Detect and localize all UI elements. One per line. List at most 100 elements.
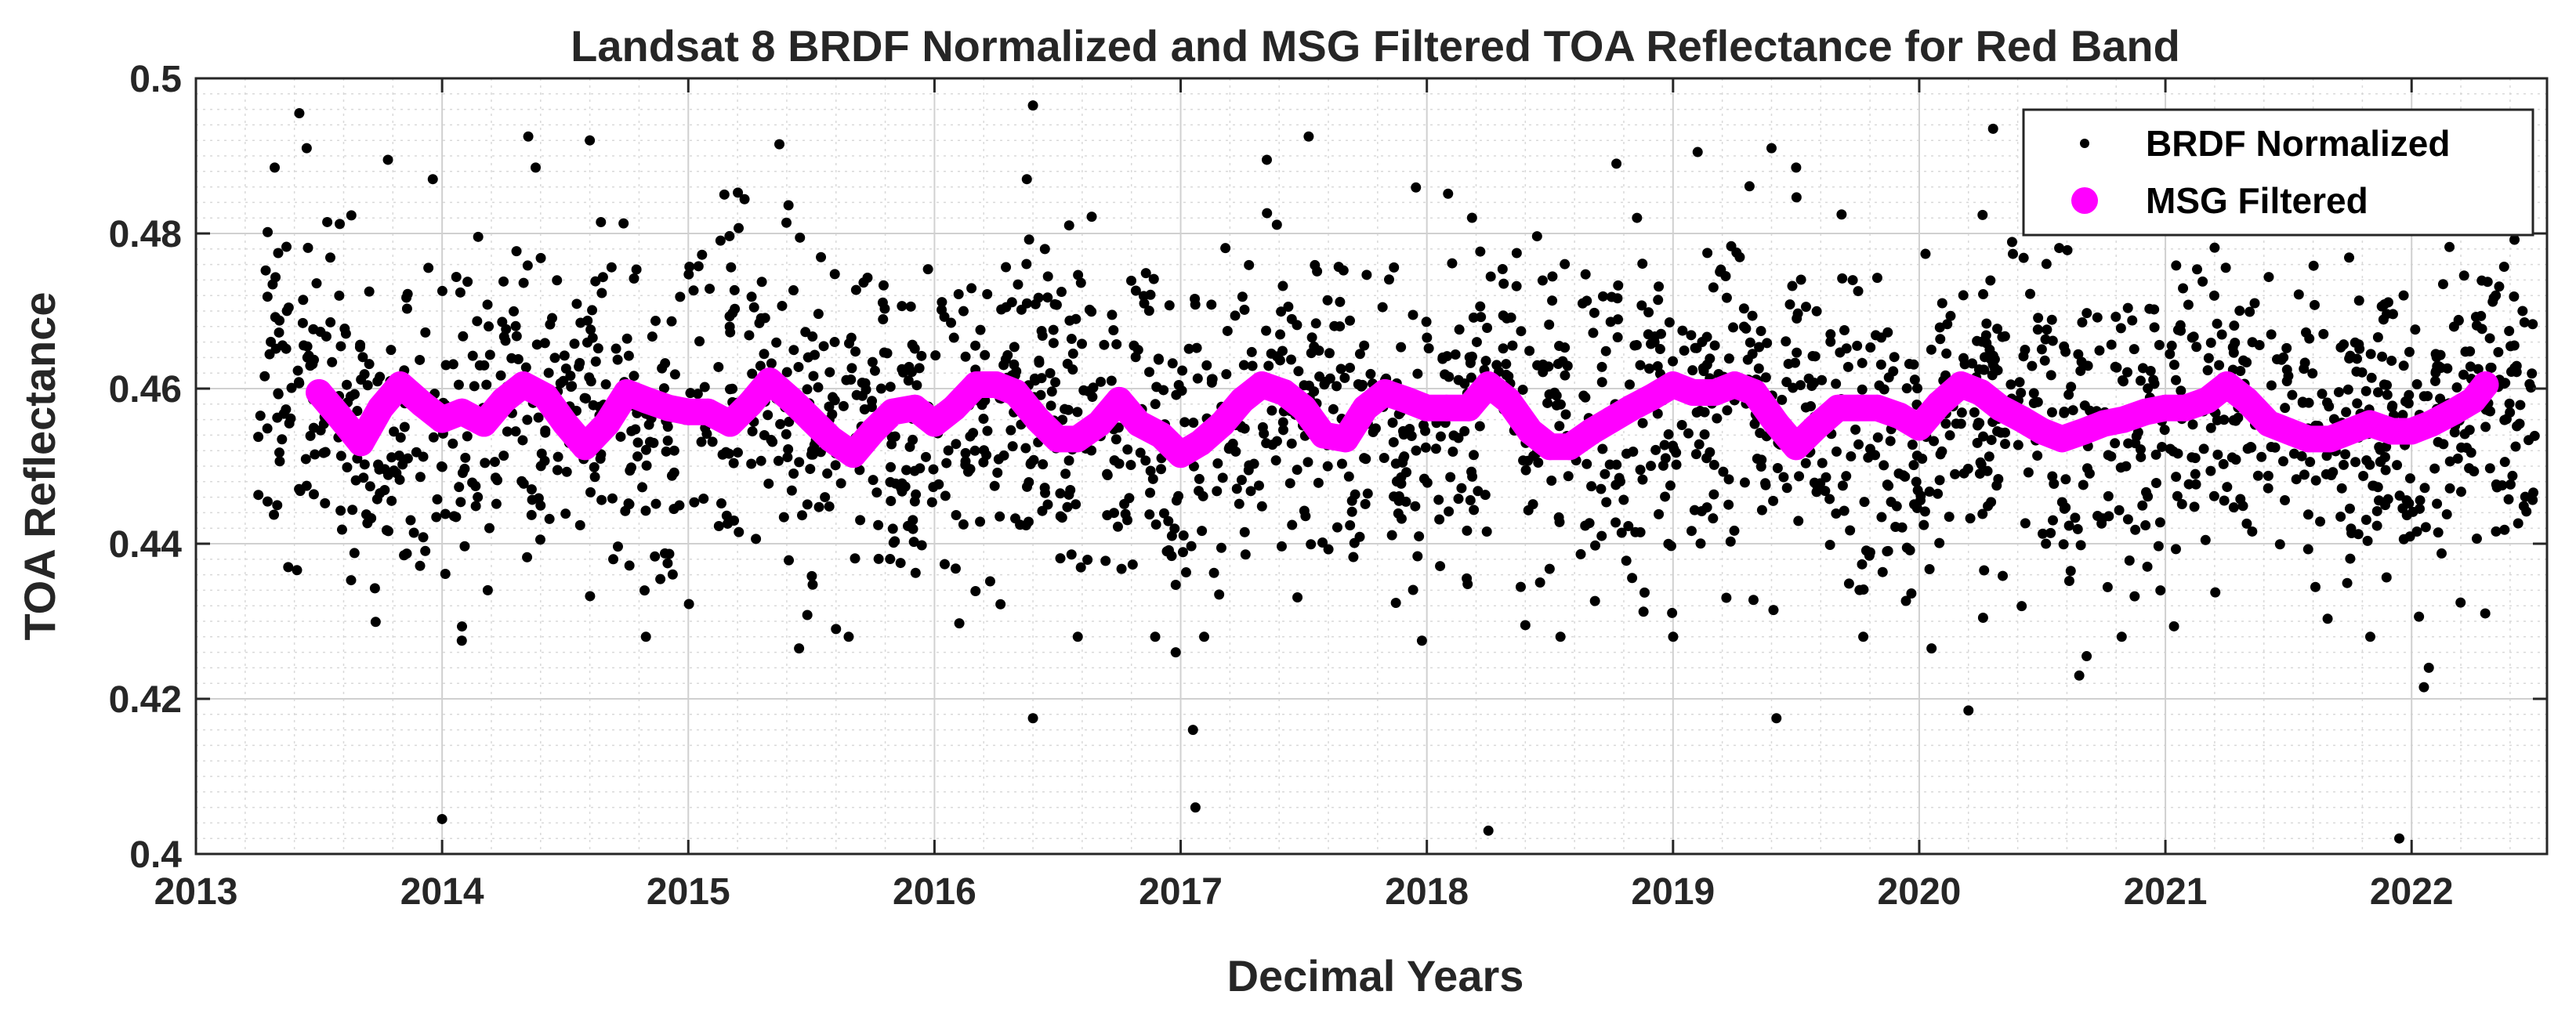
brdf-outlier-point bbox=[1190, 802, 1201, 813]
brdf-point bbox=[1601, 497, 1612, 508]
brdf-point bbox=[305, 430, 316, 441]
brdf-point bbox=[1343, 471, 1354, 482]
brdf-point bbox=[1768, 605, 1779, 616]
brdf-point bbox=[1753, 363, 1764, 374]
brdf-point bbox=[456, 621, 467, 632]
brdf-point bbox=[2452, 453, 2463, 464]
brdf-point bbox=[260, 265, 271, 276]
brdf-point bbox=[1275, 329, 1286, 340]
brdf-point bbox=[1459, 425, 1470, 436]
brdf-point bbox=[713, 361, 724, 372]
brdf-point bbox=[763, 478, 774, 489]
brdf-point bbox=[1286, 313, 1297, 324]
brdf-point bbox=[1170, 580, 1181, 591]
brdf-point bbox=[629, 273, 639, 284]
brdf-point bbox=[1335, 364, 1346, 374]
brdf-point bbox=[2351, 366, 2362, 377]
brdf-point bbox=[1792, 313, 1802, 324]
brdf-point bbox=[2471, 320, 2482, 331]
brdf-point bbox=[1515, 581, 1526, 592]
brdf-point bbox=[926, 497, 937, 508]
brdf-point bbox=[1359, 340, 1370, 351]
brdf-point bbox=[1412, 368, 1423, 379]
brdf-point bbox=[1502, 313, 1513, 324]
legend: BRDF Normalized MSG Filtered bbox=[2022, 108, 2534, 237]
brdf-point bbox=[1359, 453, 1370, 464]
brdf-point bbox=[1125, 459, 1136, 470]
x-tick-label: 2021 bbox=[2124, 871, 2208, 913]
brdf-point bbox=[2335, 511, 2346, 522]
brdf-point bbox=[1430, 443, 1441, 454]
brdf-point bbox=[1119, 498, 1130, 509]
brdf-point bbox=[1444, 506, 1455, 517]
brdf-point bbox=[1787, 280, 1798, 291]
y-tick-label: 0.42 bbox=[109, 679, 182, 721]
brdf-point bbox=[1480, 356, 1491, 367]
msg-filtered-point bbox=[2049, 425, 2076, 453]
msg-filtered-point bbox=[1864, 394, 1891, 421]
brdf-point bbox=[1623, 521, 1634, 532]
brdf-point bbox=[2511, 360, 2522, 371]
brdf-point bbox=[2172, 490, 2183, 501]
brdf-point bbox=[547, 313, 558, 324]
brdf-point bbox=[401, 303, 412, 314]
brdf-point bbox=[340, 328, 351, 339]
msg-filtered-point bbox=[552, 410, 579, 437]
brdf-point bbox=[303, 242, 313, 253]
brdf-point bbox=[1239, 304, 1250, 315]
brdf-point bbox=[903, 375, 914, 386]
brdf-point bbox=[1042, 499, 1053, 510]
brdf-point bbox=[1791, 192, 1802, 203]
brdf-point bbox=[1443, 188, 1454, 199]
brdf-point bbox=[2171, 374, 2182, 385]
brdf-point bbox=[778, 512, 789, 523]
brdf-point bbox=[1660, 453, 1671, 464]
brdf-point bbox=[1929, 436, 1940, 447]
brdf-point bbox=[694, 336, 705, 347]
msg-filtered-point bbox=[1352, 394, 1379, 421]
brdf-point bbox=[907, 339, 918, 350]
brdf-point bbox=[1397, 425, 1408, 436]
brdf-point bbox=[1876, 512, 1887, 523]
brdf-point bbox=[2460, 346, 2471, 357]
brdf-point bbox=[1560, 370, 1571, 381]
brdf-point bbox=[829, 395, 840, 406]
brdf-point bbox=[875, 383, 886, 394]
brdf-point bbox=[897, 364, 908, 374]
brdf-point bbox=[520, 362, 531, 373]
brdf-point bbox=[1216, 542, 1226, 553]
msg-filtered-point bbox=[347, 429, 375, 457]
brdf-point bbox=[1879, 460, 1889, 471]
brdf-point bbox=[1777, 394, 1788, 405]
brdf-point bbox=[1420, 442, 1431, 453]
brdf-point bbox=[2459, 429, 2470, 440]
brdf-outlier-point bbox=[294, 108, 305, 119]
brdf-point bbox=[1857, 384, 1868, 395]
brdf-point bbox=[644, 436, 655, 447]
legend-marker-msg-filtered bbox=[2071, 187, 2098, 214]
brdf-point bbox=[1663, 538, 1674, 549]
brdf-point bbox=[267, 279, 278, 290]
brdf-point bbox=[1349, 537, 1360, 548]
brdf-point bbox=[1473, 486, 1484, 497]
brdf-point bbox=[1575, 548, 1586, 559]
brdf-point bbox=[618, 218, 629, 229]
brdf-point bbox=[2212, 318, 2223, 329]
brdf-point bbox=[1542, 397, 1553, 408]
brdf-point bbox=[960, 351, 971, 362]
brdf-point bbox=[2063, 389, 2074, 400]
brdf-outlier-point bbox=[1303, 131, 1314, 142]
brdf-point bbox=[748, 302, 759, 313]
brdf-point bbox=[375, 488, 386, 499]
brdf-point bbox=[1811, 306, 1822, 317]
brdf-point bbox=[2414, 611, 2425, 622]
brdf-point bbox=[2444, 456, 2455, 467]
brdf-point bbox=[1708, 459, 1719, 470]
brdf-point bbox=[322, 216, 333, 227]
brdf-point bbox=[908, 523, 918, 534]
msg-filtered-point bbox=[1741, 378, 1768, 406]
brdf-point bbox=[1042, 292, 1053, 303]
brdf-point bbox=[1985, 275, 1996, 286]
brdf-point bbox=[1705, 447, 1716, 458]
brdf-point bbox=[1071, 313, 1081, 324]
